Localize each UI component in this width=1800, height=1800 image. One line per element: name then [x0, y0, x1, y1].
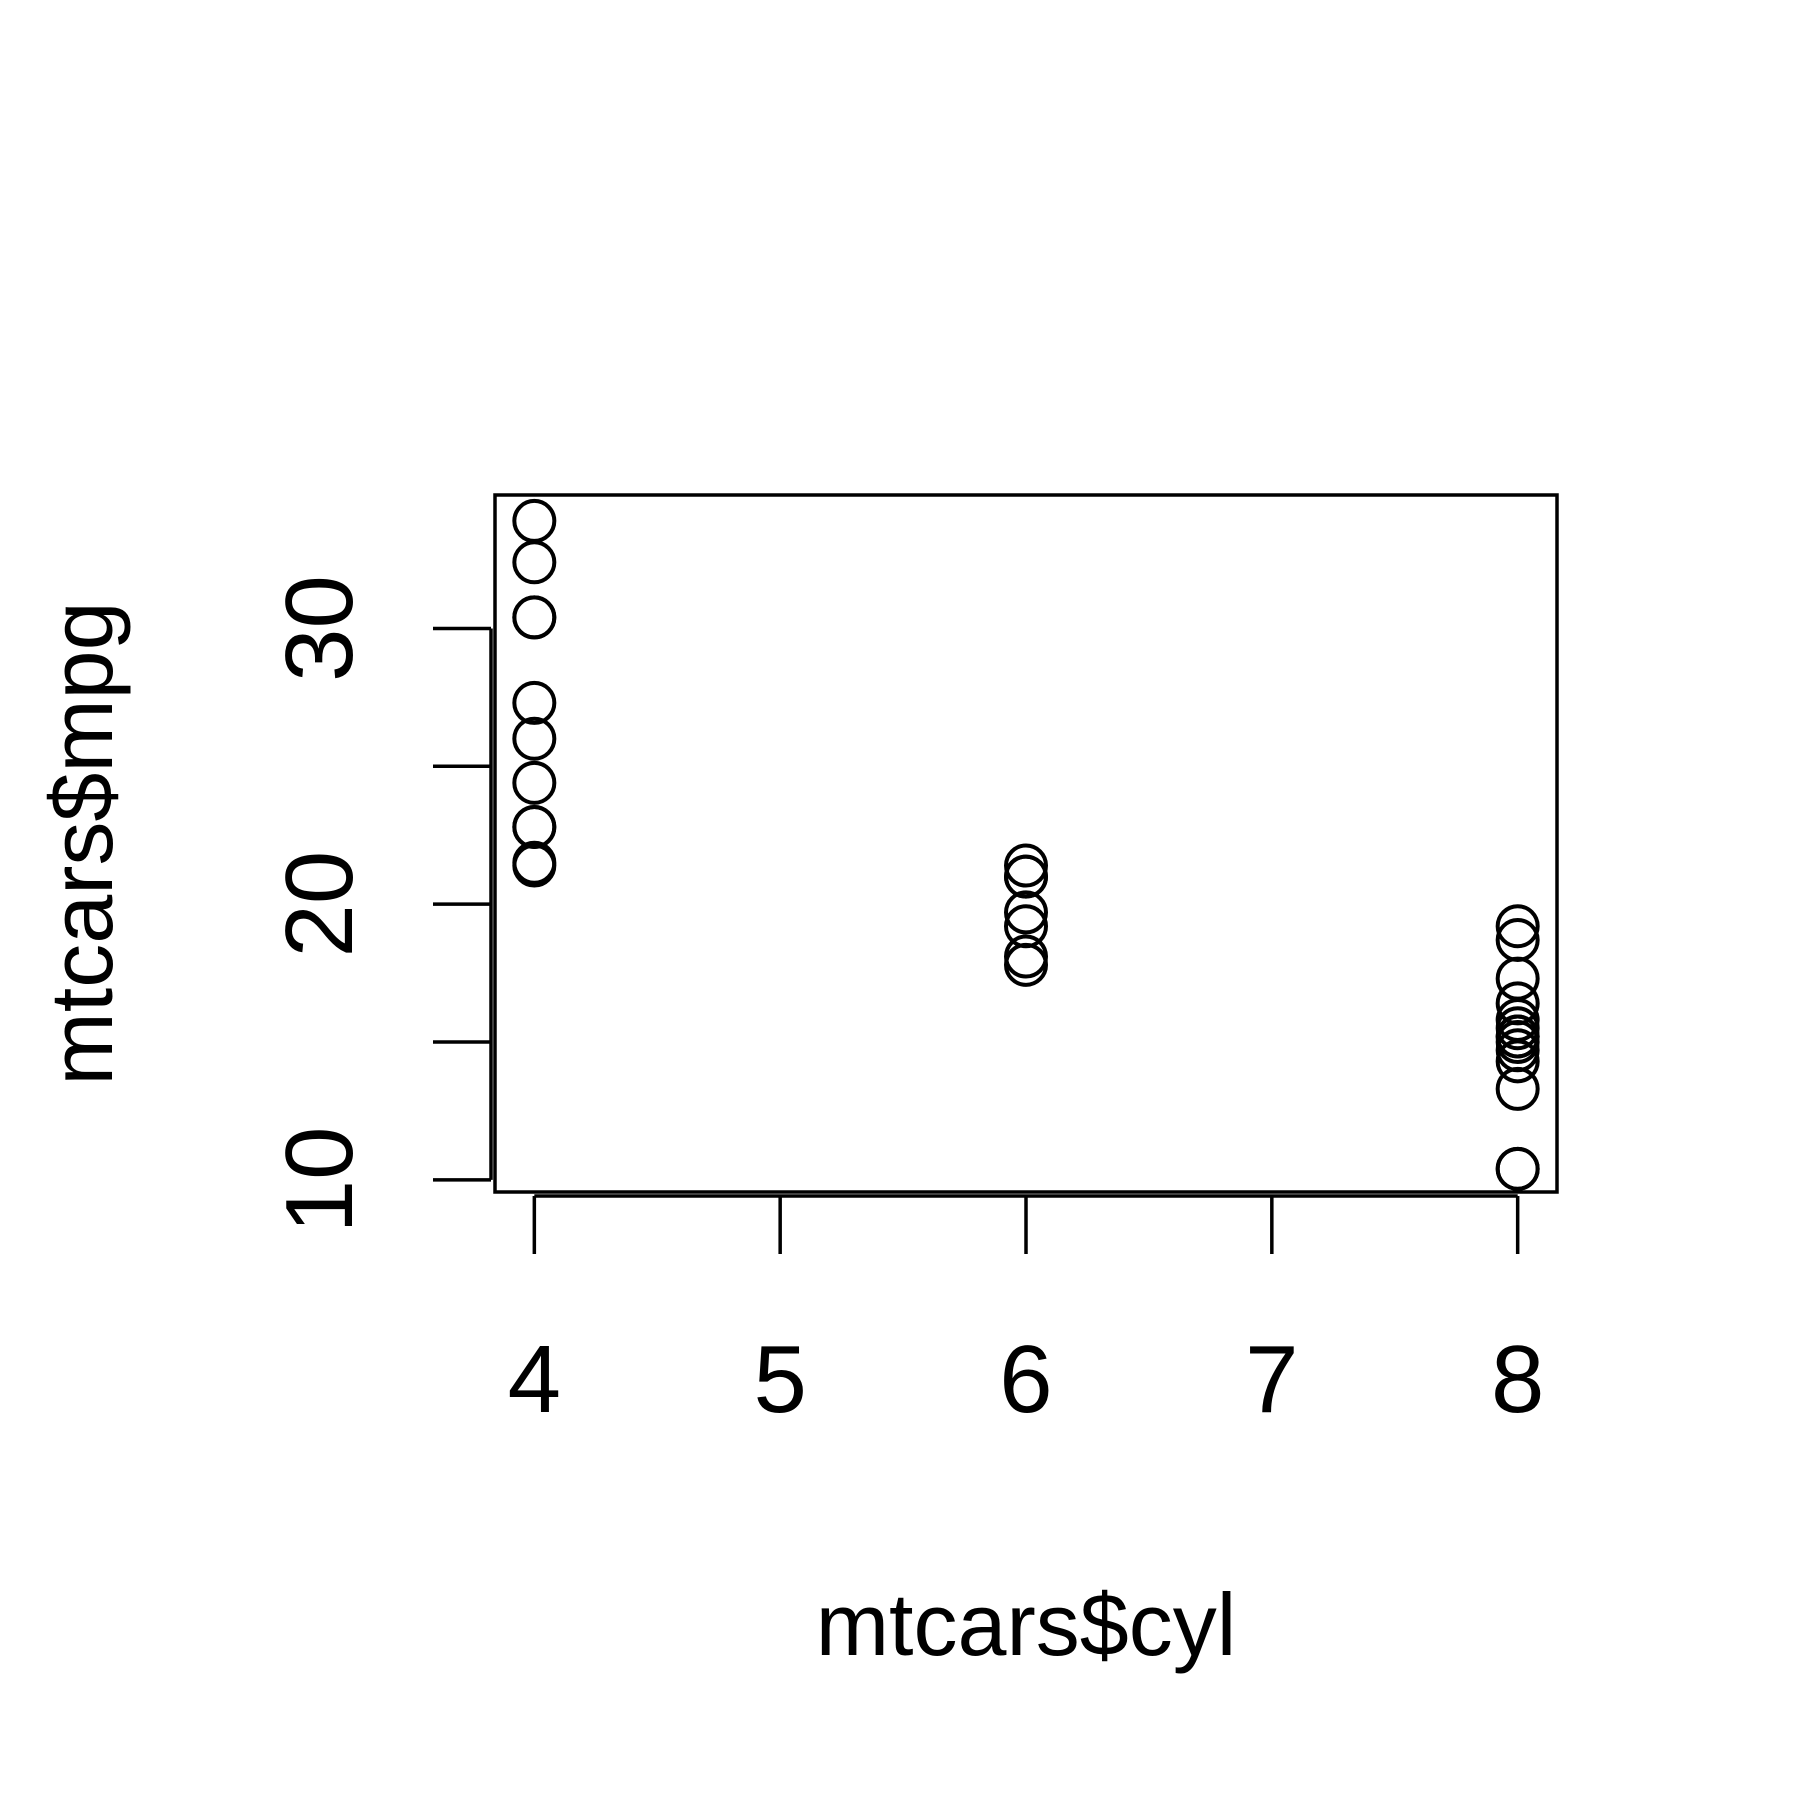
x-tick-label-8: 8: [1491, 1326, 1544, 1433]
data-point: [512, 760, 557, 805]
x-tick-label-5: 5: [753, 1326, 806, 1433]
x-axis: 4 5 6 7 8: [508, 1194, 1544, 1433]
x-axis-label: mtcars$cyl: [816, 1575, 1237, 1674]
data-point: [1495, 1066, 1540, 1111]
data-point: [1495, 1020, 1540, 1065]
data-point: [1495, 1146, 1540, 1191]
data-point: [512, 498, 557, 543]
x-tick-label-6: 6: [999, 1326, 1052, 1433]
y-tick-label-10: 10: [266, 1126, 373, 1233]
data-point: [1004, 890, 1048, 935]
data-point: [512, 716, 557, 761]
data-point: [512, 680, 557, 725]
data-point: [1495, 997, 1540, 1042]
plot-frame: [493, 493, 1559, 1194]
x-tick-label-7: 7: [1245, 1326, 1298, 1433]
data-point: [1004, 854, 1048, 899]
data-point: [1495, 904, 1540, 949]
data-point: [1004, 843, 1048, 888]
data-point: [512, 843, 557, 888]
x-tick-label-4: 4: [508, 1326, 561, 1433]
data-point: [512, 540, 557, 585]
data-point: [512, 595, 557, 640]
data-points: [512, 498, 1540, 1191]
data-point: [1495, 956, 1540, 1001]
y-tick-label-30: 30: [266, 575, 373, 682]
y-axis-label: mtcars$mpg: [32, 601, 131, 1085]
y-axis: 10 20 30: [266, 575, 493, 1233]
y-tick-label-20: 20: [266, 851, 373, 958]
data-point: [1004, 942, 1048, 987]
